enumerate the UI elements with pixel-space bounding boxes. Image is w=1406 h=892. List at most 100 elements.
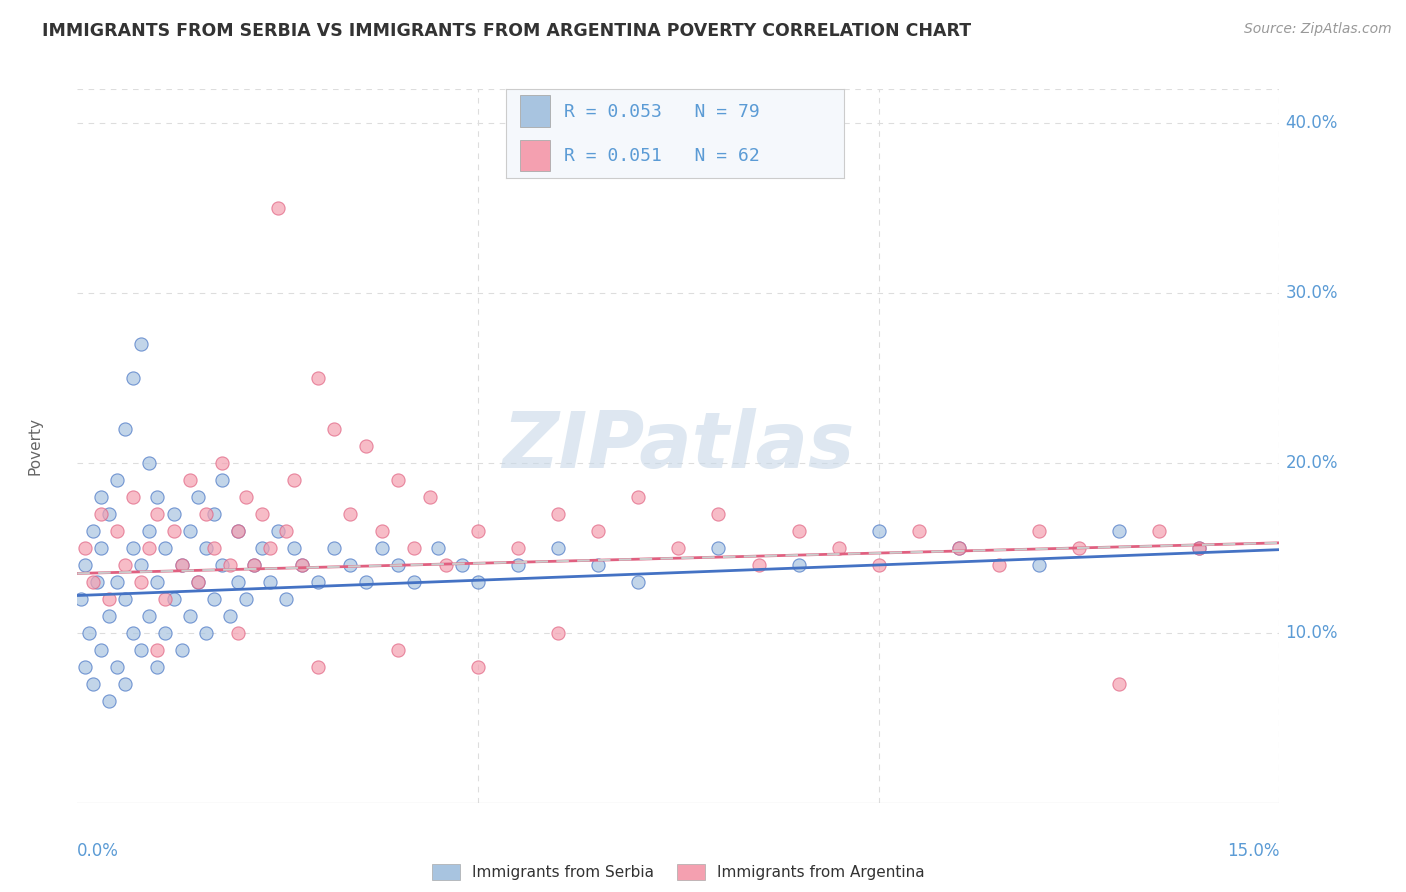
- Point: [707, 541, 730, 555]
- Point: [146, 574, 169, 589]
- Point: [146, 643, 169, 657]
- Point: [235, 490, 257, 504]
- FancyBboxPatch shape: [520, 140, 550, 171]
- Point: [75, 660, 97, 674]
- Point: [114, 422, 136, 436]
- Point: [75, 558, 97, 572]
- Point: [186, 490, 209, 504]
- Point: [86, 574, 108, 589]
- Point: [194, 626, 217, 640]
- Point: [194, 541, 217, 555]
- Text: 40.0%: 40.0%: [1285, 114, 1339, 132]
- Point: [202, 541, 225, 555]
- Point: [162, 507, 184, 521]
- Point: [307, 371, 329, 385]
- Point: [547, 507, 569, 521]
- Point: [1028, 558, 1050, 572]
- Point: [82, 677, 104, 691]
- Point: [98, 507, 121, 521]
- Point: [107, 473, 129, 487]
- Point: [283, 473, 305, 487]
- Point: [79, 626, 101, 640]
- Point: [179, 473, 201, 487]
- Point: [627, 490, 650, 504]
- Point: [588, 524, 610, 538]
- Point: [291, 558, 314, 572]
- Point: [131, 337, 153, 351]
- Point: [131, 574, 153, 589]
- Point: [146, 507, 169, 521]
- Legend: Immigrants from Serbia, Immigrants from Argentina: Immigrants from Serbia, Immigrants from …: [425, 856, 932, 888]
- Point: [122, 541, 145, 555]
- Point: [226, 626, 249, 640]
- Text: ZIPatlas: ZIPatlas: [502, 408, 855, 484]
- Point: [387, 643, 409, 657]
- Point: [427, 541, 450, 555]
- Point: [322, 422, 344, 436]
- Point: [107, 660, 129, 674]
- Point: [122, 371, 145, 385]
- Point: [179, 524, 201, 538]
- Point: [122, 490, 145, 504]
- Point: [307, 660, 329, 674]
- Point: [235, 591, 257, 606]
- Point: [242, 558, 264, 572]
- Point: [354, 574, 377, 589]
- Point: [419, 490, 441, 504]
- Text: R = 0.053   N = 79: R = 0.053 N = 79: [564, 103, 759, 121]
- Point: [283, 541, 305, 555]
- Point: [274, 591, 297, 606]
- Point: [828, 541, 851, 555]
- Point: [170, 558, 193, 572]
- Point: [1069, 541, 1091, 555]
- Text: 15.0%: 15.0%: [1227, 842, 1279, 860]
- Point: [787, 524, 810, 538]
- Point: [748, 558, 770, 572]
- Point: [547, 626, 569, 640]
- Text: 10.0%: 10.0%: [1285, 624, 1339, 642]
- Point: [371, 541, 394, 555]
- Text: Source: ZipAtlas.com: Source: ZipAtlas.com: [1244, 22, 1392, 37]
- Text: 30.0%: 30.0%: [1285, 284, 1339, 302]
- Point: [114, 591, 136, 606]
- Point: [451, 558, 474, 572]
- Point: [202, 591, 225, 606]
- Point: [402, 574, 425, 589]
- Point: [186, 574, 209, 589]
- Point: [218, 558, 240, 572]
- Point: [948, 541, 970, 555]
- Point: [114, 677, 136, 691]
- Point: [179, 608, 201, 623]
- Point: [122, 626, 145, 640]
- Point: [162, 591, 184, 606]
- Point: [322, 541, 344, 555]
- Point: [988, 558, 1011, 572]
- Point: [387, 473, 409, 487]
- Point: [218, 608, 240, 623]
- Point: [387, 558, 409, 572]
- Text: 0.0%: 0.0%: [77, 842, 120, 860]
- Point: [508, 541, 530, 555]
- Point: [371, 524, 394, 538]
- Point: [90, 541, 112, 555]
- Point: [402, 541, 425, 555]
- Point: [1108, 524, 1130, 538]
- Point: [948, 541, 970, 555]
- Point: [226, 574, 249, 589]
- Point: [75, 541, 97, 555]
- Point: [162, 524, 184, 538]
- Point: [307, 574, 329, 589]
- Text: 20.0%: 20.0%: [1285, 454, 1339, 472]
- Point: [107, 524, 129, 538]
- Point: [194, 507, 217, 521]
- Point: [202, 507, 225, 521]
- Point: [267, 201, 290, 215]
- Point: [291, 558, 314, 572]
- Point: [508, 558, 530, 572]
- Point: [226, 524, 249, 538]
- Point: [267, 524, 290, 538]
- Point: [467, 524, 489, 538]
- Point: [627, 574, 650, 589]
- Point: [138, 608, 160, 623]
- Point: [107, 574, 129, 589]
